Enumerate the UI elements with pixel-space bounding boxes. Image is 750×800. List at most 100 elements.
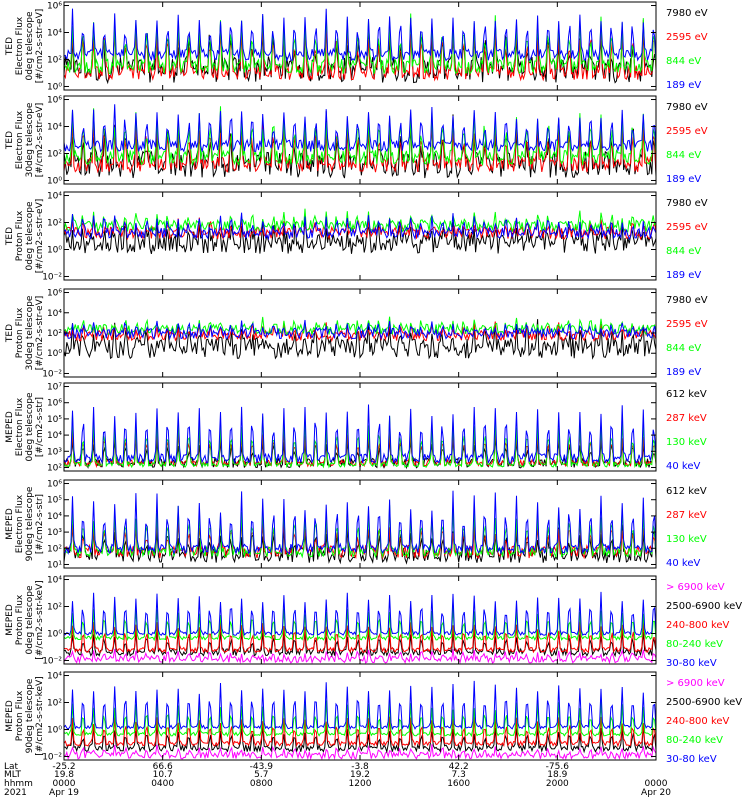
legend-label: 2595 eV (666, 126, 708, 137)
series-line-2500-6900-kev (64, 627, 656, 658)
y-axis-title-line: Electron Flux (15, 494, 25, 553)
y-tick-label: 10⁶ (47, 289, 62, 299)
x-axis-mlt-label: 19.2 (350, 770, 370, 780)
y-axis-title-line: 30deg telescope (25, 295, 35, 370)
y-axis-title-line: 0deg telescope (25, 201, 35, 271)
y-tick-label: 10⁴ (47, 672, 62, 682)
y-tick-label: 10² (47, 219, 62, 229)
y-axis-title-line: MEPED (5, 411, 15, 443)
x-axis-hhmm-label: 1200 (349, 779, 372, 789)
series-line-2595-ev (64, 119, 656, 174)
y-tick-label: 10⁶ (47, 399, 62, 409)
y-tick-label: 10¹ (47, 560, 62, 570)
legend-label: 2595 eV (666, 222, 708, 233)
y-tick-label: 10² (47, 149, 62, 159)
y-axis-title-line: TED (5, 227, 15, 246)
y-axis-title-line: Electron Flux (15, 16, 25, 75)
y-tick-label: 10² (47, 463, 62, 473)
legend-label: 844 eV (666, 246, 701, 257)
x-axis-mlt-label: 7.3 (452, 770, 466, 780)
panel-2-traces (64, 104, 656, 179)
legend-label: 130 keV (666, 437, 707, 448)
y-tick-label: 10⁻² (42, 656, 62, 666)
y-tick-label: 10² (47, 699, 62, 709)
x-row-label: MLT (4, 770, 22, 780)
y-axis-title-line: 30deg telescope (25, 102, 35, 177)
y-tick-label: 10⁰ (47, 176, 62, 186)
series-line-240-800-kev (64, 621, 656, 654)
y-axis-title-line: MEPED (5, 604, 15, 636)
series-line-844-ev (64, 208, 656, 234)
panel-1: 10⁰ 10² 10⁴ 10⁶ TED Electron Flux 0deg telesco… (5, 1, 708, 92)
y-tick-label: 10⁰ (47, 349, 62, 359)
legend-label: 189 eV (666, 367, 701, 378)
legend-label: 240-800 keV (666, 716, 730, 727)
y-axis-title-line: MEPED (5, 700, 15, 732)
y-tick-label: 10⁷ (47, 383, 62, 393)
x-axis-date-label: Apr 19 (49, 788, 79, 798)
x-axis-hhmm-label: 1600 (447, 779, 470, 789)
legend-label: 80-240 keV (666, 639, 723, 650)
legend-label: 612 keV (666, 486, 707, 497)
panel-3: 10⁻² 10⁰ 10² 10⁴ TED Proton Flux 0deg telescop… (5, 191, 708, 282)
legend-label: 7980 eV (666, 198, 708, 209)
series-line-30-80-kev (64, 680, 656, 731)
legend-label: 287 keV (666, 510, 707, 521)
legend-label: 287 keV (666, 413, 707, 424)
y-tick-label: 10⁴ (47, 576, 62, 586)
x-axis-date-label: Apr 20 (641, 788, 671, 798)
legend-label: 2595 eV (666, 32, 708, 43)
legend-label: 30-80 keV (666, 754, 717, 765)
panel-5-traces (64, 404, 656, 470)
series-line-844-ev (64, 106, 656, 167)
y-axis-title-line: Proton Flux (15, 307, 25, 358)
legend-label: 189 eV (666, 174, 701, 185)
panel-5: 10² 10³ 10⁴ 10⁵ 10⁶ 10⁷ MEPED Electron Flux 0deg… (5, 382, 707, 473)
x-row-label: 2021 (4, 788, 27, 798)
panels-group: 10⁰ 10² 10⁴ 10⁶ TED Electron Flux 0deg telesco… (5, 1, 742, 765)
series-line-80-240-kev (64, 700, 656, 738)
x-axis-mlt-label: 19.8 (54, 770, 74, 780)
panel-4: 10⁻² 10⁰ 10² 10⁴ 10⁶ TED Proton Flux 30deg tele… (5, 288, 708, 379)
legend-label: 80-240 keV (666, 735, 723, 746)
legend-label: 7980 eV (666, 102, 708, 113)
y-tick-label: 10² (47, 329, 62, 339)
y-tick-label: 10⁴ (47, 431, 62, 441)
legend-label: 2595 eV (666, 319, 708, 330)
y-tick-label: 10² (47, 603, 62, 613)
y-tick-label: 10⁵ (47, 415, 62, 425)
y-axis-title-line: [#/cm2-s-str-eV] (35, 199, 45, 274)
y-axis-title-line: Proton Flux (15, 210, 25, 261)
y-tick-label: 10⁶ (47, 96, 62, 106)
y-axis-title-line: Electron Flux (15, 110, 25, 169)
legend-label: 2500-6900 keV (666, 697, 742, 708)
y-tick-label: 10⁻² (42, 752, 62, 762)
x-axis-mlt-label: 5.7 (254, 770, 268, 780)
x-axis-lat-label: -43.9 (250, 762, 274, 772)
panel-8: 10⁻² 10⁰ 10² 10⁴ MEPED Proton Flux 90deg teles… (5, 671, 742, 765)
series-line-2500-6900-kev (64, 724, 656, 754)
y-axis-title-line: Electron Flux (15, 397, 25, 456)
y-axis-title-line: 90deg telescope (25, 486, 35, 561)
y-tick-label: 10⁶ (47, 480, 62, 490)
legend-label: > 6900 keV (666, 582, 725, 593)
series-line-189-ev (64, 319, 656, 341)
y-axis-title-line: [#/cm2-s-str-eV] (35, 296, 45, 371)
x-axis-mlt-label: 10.7 (153, 770, 173, 780)
y-axis-title-line: [#/cm2-s-str-keV] (35, 580, 45, 659)
legend-label: 7980 eV (666, 295, 708, 306)
legend-label: 7980 eV (666, 8, 708, 19)
y-axis-title-line: 90deg telescope (25, 678, 35, 753)
x-row-label: Lat (4, 762, 19, 772)
y-tick-label: 10⁰ (47, 245, 62, 255)
legend-label: 30-80 keV (666, 658, 717, 669)
y-axis-title-line: Proton Flux (15, 690, 25, 741)
legend-label: 189 eV (666, 80, 701, 91)
series-line-189-ev (64, 104, 656, 153)
x-axis-lat-label: -25.2 (52, 762, 75, 772)
x-axis-lat-label: 42.2 (449, 762, 469, 772)
y-tick-label: 10⁴ (47, 192, 62, 202)
legend-label: 40 keV (666, 558, 700, 569)
y-tick-label: 10⁰ (47, 725, 62, 735)
panel-1-frame (63, 1, 657, 91)
